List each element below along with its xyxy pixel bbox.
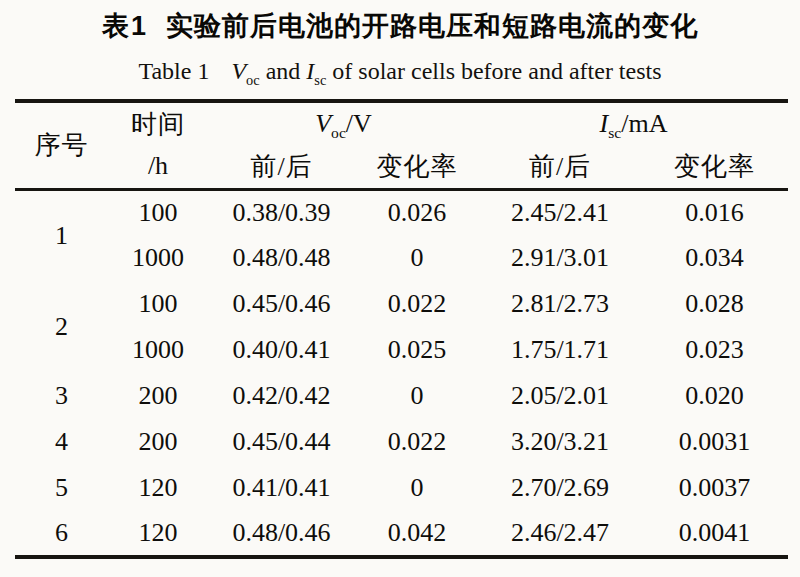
- cell-time: 200: [108, 419, 208, 465]
- table-caption-english: Table 1 Voc and Isc of solar cells before…: [0, 58, 800, 85]
- col-header-time: 时间: [108, 101, 208, 145]
- cell-isc: 3.20/3.21: [479, 419, 641, 465]
- results-table: 序号 时间 Voc/V Isc/mA /h 前/后 变化率 前/后 变化率 1 …: [15, 99, 788, 559]
- table-row: 2 100 0.45/0.46 0.022 2.81/2.73 0.028: [15, 281, 788, 327]
- table-row: 5 120 0.41/0.41 0 2.70/2.69 0.0037: [15, 465, 788, 511]
- caption-rest: of solar cells before and after tests: [332, 58, 661, 84]
- cell-voc-rate: 0.026: [355, 189, 479, 235]
- cell-isc: 2.05/2.01: [479, 373, 641, 419]
- table-header: 序号 时间 Voc/V Isc/mA /h 前/后 变化率 前/后 变化率: [15, 101, 788, 189]
- cell-isc-rate: 0.034: [641, 235, 788, 281]
- cell-time: 120: [108, 511, 208, 557]
- cell-isc: 2.81/2.73: [479, 281, 641, 327]
- cell-voc: 0.40/0.41: [208, 327, 355, 373]
- cell-voc: 0.45/0.46: [208, 281, 355, 327]
- isc-symbol: Isc: [306, 58, 326, 84]
- cell-no: 1: [15, 189, 108, 281]
- cell-isc-rate: 0.020: [641, 373, 788, 419]
- cell-voc: 0.41/0.41: [208, 465, 355, 511]
- cell-isc-rate: 0.023: [641, 327, 788, 373]
- cell-isc: 2.91/3.01: [479, 235, 641, 281]
- col-header-voc-change-rate: 变化率: [355, 145, 479, 189]
- cell-isc-rate: 0.0041: [641, 511, 788, 557]
- cell-voc: 0.48/0.46: [208, 511, 355, 557]
- cell-no: 2: [15, 281, 108, 373]
- cell-isc-rate: 0.0031: [641, 419, 788, 465]
- table-row: 6 120 0.48/0.46 0.042 2.46/2.47 0.0041: [15, 511, 788, 557]
- cell-voc-rate: 0: [355, 465, 479, 511]
- cell-no: 3: [15, 373, 108, 419]
- col-header-voc: Voc/V: [208, 101, 479, 145]
- cell-isc: 2.46/2.47: [479, 511, 641, 557]
- cell-voc-rate: 0.022: [355, 281, 479, 327]
- cell-voc-rate: 0.022: [355, 419, 479, 465]
- cell-isc: 1.75/1.71: [479, 327, 641, 373]
- cell-time: 120: [108, 465, 208, 511]
- cell-isc-rate: 0.016: [641, 189, 788, 235]
- cell-voc: 0.42/0.42: [208, 373, 355, 419]
- cell-no: 5: [15, 465, 108, 511]
- col-header-time-unit: /h: [108, 145, 208, 189]
- col-header-isc-change-rate: 变化率: [641, 145, 788, 189]
- caption-and: and: [266, 58, 301, 84]
- table-number-en: Table 1: [138, 58, 209, 84]
- table-row: 3 200 0.42/0.42 0 2.05/2.01 0.020: [15, 373, 788, 419]
- table-row: 4 200 0.45/0.44 0.022 3.20/3.21 0.0031: [15, 419, 788, 465]
- col-header-no: 序号: [15, 101, 108, 189]
- cell-time: 1000: [108, 327, 208, 373]
- table-caption-chinese: 表1 实验前后电池的开路电压和短路电流的变化: [0, 0, 800, 44]
- table-row: 1000 0.48/0.48 0 2.91/3.01 0.034: [15, 235, 788, 281]
- cell-isc: 2.70/2.69: [479, 465, 641, 511]
- voc-symbol: Voc: [231, 58, 259, 84]
- cell-voc: 0.48/0.48: [208, 235, 355, 281]
- col-header-voc-before-after: 前/后: [208, 145, 355, 189]
- table-row: 1 100 0.38/0.39 0.026 2.45/2.41 0.016: [15, 189, 788, 235]
- cell-voc-rate: 0: [355, 235, 479, 281]
- cell-voc: 0.38/0.39: [208, 189, 355, 235]
- cell-time: 100: [108, 189, 208, 235]
- col-header-isc: Isc/mA: [479, 101, 788, 145]
- cell-isc: 2.45/2.41: [479, 189, 641, 235]
- table-body: 1 100 0.38/0.39 0.026 2.45/2.41 0.016 10…: [15, 189, 788, 557]
- cell-time: 100: [108, 281, 208, 327]
- cell-no: 4: [15, 419, 108, 465]
- cell-voc-rate: 0: [355, 373, 479, 419]
- cell-time: 200: [108, 373, 208, 419]
- cell-voc-rate: 0.042: [355, 511, 479, 557]
- cell-isc-rate: 0.028: [641, 281, 788, 327]
- cell-voc-rate: 0.025: [355, 327, 479, 373]
- cell-time: 1000: [108, 235, 208, 281]
- col-header-isc-before-after: 前/后: [479, 145, 641, 189]
- cell-isc-rate: 0.0037: [641, 465, 788, 511]
- paper-table-figure: 表1 实验前后电池的开路电压和短路电流的变化 Table 1 Voc and Isc…: [0, 0, 800, 577]
- cell-voc: 0.45/0.44: [208, 419, 355, 465]
- cell-no: 6: [15, 511, 108, 557]
- table-number-zh: 表1: [102, 11, 148, 41]
- table-row: 1000 0.40/0.41 0.025 1.75/1.71 0.023: [15, 327, 788, 373]
- table-title-zh: 实验前后电池的开路电压和短路电流的变化: [166, 11, 698, 41]
